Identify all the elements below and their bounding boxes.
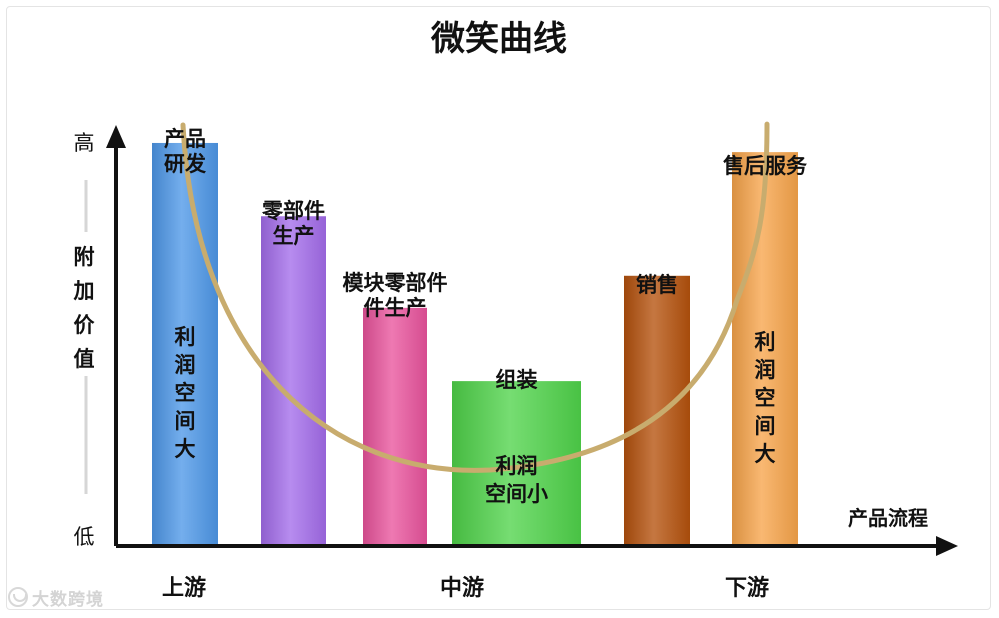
bar-1 [152, 142, 218, 546]
bar-2 [261, 216, 326, 547]
stage-label-downstream: 下游 [725, 575, 769, 601]
category-label-4: 组装 [496, 368, 538, 392]
in-bar-label-4: 利润空间小 [485, 454, 548, 506]
x-axis-arrow [936, 536, 958, 556]
watermark-text: 大数跨境 [32, 589, 104, 610]
watermark-logo-icon [8, 587, 28, 607]
y-axis-label: 附加价值 [73, 245, 96, 371]
category-label-6: 售后服务 [723, 154, 808, 178]
watermark: 大数跨境 [8, 584, 104, 610]
category-label-2: 零部件生产 [261, 199, 325, 248]
smile-curve [180, 121, 770, 473]
bar-4 [452, 381, 581, 546]
x-axis-label: 产品流程 [848, 506, 928, 530]
category-label-3: 模块零部件件生产 [343, 271, 448, 320]
in-bar-label-1: 利润空间大 [175, 325, 196, 461]
bar-3 [363, 307, 427, 546]
in-bar-label-6: 利润空间大 [755, 330, 776, 466]
category-label-5: 销售 [636, 273, 678, 297]
bar-6 [732, 152, 798, 546]
stage-label-midstream: 中游 [440, 575, 484, 601]
category-label-1: 产品研发 [164, 127, 207, 176]
y-axis-arrow [106, 125, 126, 148]
chart-frame [6, 6, 991, 610]
y-high-label: 高 [74, 131, 95, 155]
y-low-label: 低 [74, 525, 95, 549]
stage-label-upstream: 上游 [162, 575, 206, 601]
chart-title: 微笑曲线 [430, 19, 567, 59]
bar-5 [624, 275, 690, 546]
